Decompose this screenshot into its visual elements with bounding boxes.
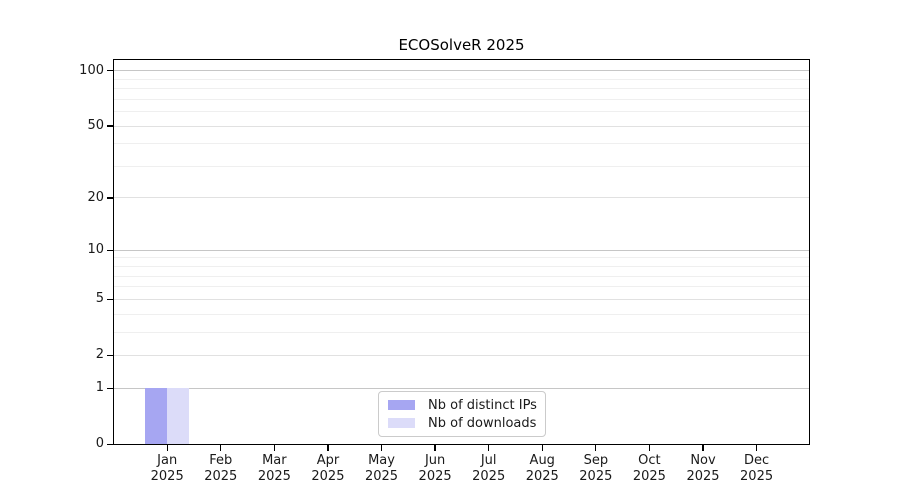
x-tick-dec (755, 444, 758, 451)
x-tick-label-apr: Apr 2025 (296, 453, 360, 485)
gridline-40 (113, 143, 810, 145)
gridline-60 (113, 111, 810, 113)
legend-label-downloads: Nb of downloads (428, 415, 537, 431)
y-tick-1 (107, 387, 114, 389)
x-tick-sep (595, 444, 597, 451)
year-label: 2025 (525, 468, 559, 484)
gridline-30 (113, 165, 810, 167)
gridline-10 (113, 249, 810, 251)
x-tick-oct (648, 444, 651, 451)
month-label: Aug (529, 452, 555, 468)
gridline-1 (113, 387, 810, 389)
x-tick-aug (541, 444, 543, 451)
legend-swatch-distinct-ips (388, 399, 415, 411)
year-label: 2025 (740, 468, 774, 484)
gridline-50 (113, 125, 810, 127)
x-tick-label-sep: Sep 2025 (564, 453, 628, 485)
x-tick-may (380, 444, 383, 451)
legend-item-distinct-ips: Nb of distinct IPs (388, 397, 537, 413)
x-tick-feb (220, 444, 222, 451)
legend-swatch-downloads (388, 417, 415, 429)
year-label: 2025 (257, 468, 291, 484)
x-tick-jan (166, 444, 168, 451)
month-label: Apr (316, 452, 340, 468)
x-tick-label-jul: Jul 2025 (457, 453, 521, 485)
y-tick-20 (107, 197, 114, 199)
month-label: Mar (262, 452, 287, 468)
year-label: 2025 (472, 468, 506, 484)
legend-label-distinct-ips: Nb of distinct IPs (428, 397, 537, 413)
x-tick-label-may: May 2025 (350, 453, 414, 485)
gridline-7 (113, 275, 810, 277)
y-tick-10 (107, 249, 114, 251)
year-label: 2025 (632, 468, 666, 484)
x-tick-nov (702, 444, 704, 451)
legend: Nb of distinct IPs Nb of downloads (378, 391, 546, 437)
y-tick-5 (107, 298, 114, 300)
gridline-4 (113, 313, 810, 315)
x-tick-label-oct: Oct 2025 (617, 453, 681, 485)
x-tick-apr (327, 444, 329, 451)
month-label: Jul (480, 452, 497, 468)
month-label: Oct (638, 452, 661, 468)
x-tick-label-jan: Jan 2025 (135, 453, 199, 485)
month-label: Jan (157, 452, 178, 468)
gridline-8 (113, 265, 810, 267)
month-label: May (368, 452, 395, 468)
x-tick-jun (434, 444, 436, 451)
y-tick-label-2: 2 (95, 347, 104, 363)
year-label: 2025 (364, 468, 399, 484)
y-tick-label-20: 20 (87, 189, 104, 205)
gridline-70 (113, 98, 810, 100)
y-tick-label-50: 50 (87, 118, 104, 134)
y-tick-label-10: 10 (87, 242, 104, 258)
month-label: Dec (744, 452, 770, 468)
y-tick-100 (107, 70, 114, 72)
gridline-20 (113, 197, 810, 199)
month-label: Nov (690, 452, 716, 468)
year-label: 2025 (150, 468, 184, 484)
y-tick-label-5: 5 (95, 291, 104, 307)
gridline-5 (113, 298, 810, 300)
x-tick-label-aug: Aug 2025 (510, 453, 574, 485)
month-label: Feb (209, 452, 233, 468)
gridline-100 (113, 70, 810, 72)
bar-nb-of-distinct-ips-jan (144, 388, 168, 445)
year-label: 2025 (204, 468, 238, 484)
x-tick-label-feb: Feb 2025 (189, 453, 253, 485)
y-tick-label-1: 1 (95, 380, 104, 396)
y-tick-label-0: 0 (95, 436, 104, 452)
x-tick-jul (488, 444, 490, 451)
x-tick-label-nov: Nov 2025 (671, 453, 735, 485)
month-label: Sep (583, 452, 609, 468)
y-tick-label-100: 100 (79, 62, 104, 78)
y-tick-2 (107, 354, 114, 357)
year-label: 2025 (686, 468, 720, 484)
y-tick-50 (107, 125, 114, 127)
gridline-2 (113, 354, 810, 356)
gridline-80 (113, 88, 810, 90)
gridline-6 (113, 286, 810, 288)
gridline-3 (113, 331, 810, 333)
gridline-9 (113, 257, 810, 259)
bar-nb-of-downloads-jan (167, 388, 190, 445)
x-tick-label-dec: Dec 2025 (725, 453, 789, 485)
x-tick-label-jun: Jun 2025 (403, 453, 467, 485)
y-tick-0 (107, 443, 114, 446)
legend-item-downloads: Nb of downloads (388, 416, 536, 431)
x-tick-label-mar: Mar 2025 (242, 453, 306, 485)
chart-title: ECOSolveR 2025 (398, 36, 525, 54)
month-label: Jun (424, 452, 446, 468)
year-label: 2025 (418, 468, 452, 484)
x-tick-mar (273, 444, 275, 451)
year-label: 2025 (579, 468, 613, 484)
gridline-90 (113, 78, 810, 80)
year-label: 2025 (311, 468, 345, 484)
